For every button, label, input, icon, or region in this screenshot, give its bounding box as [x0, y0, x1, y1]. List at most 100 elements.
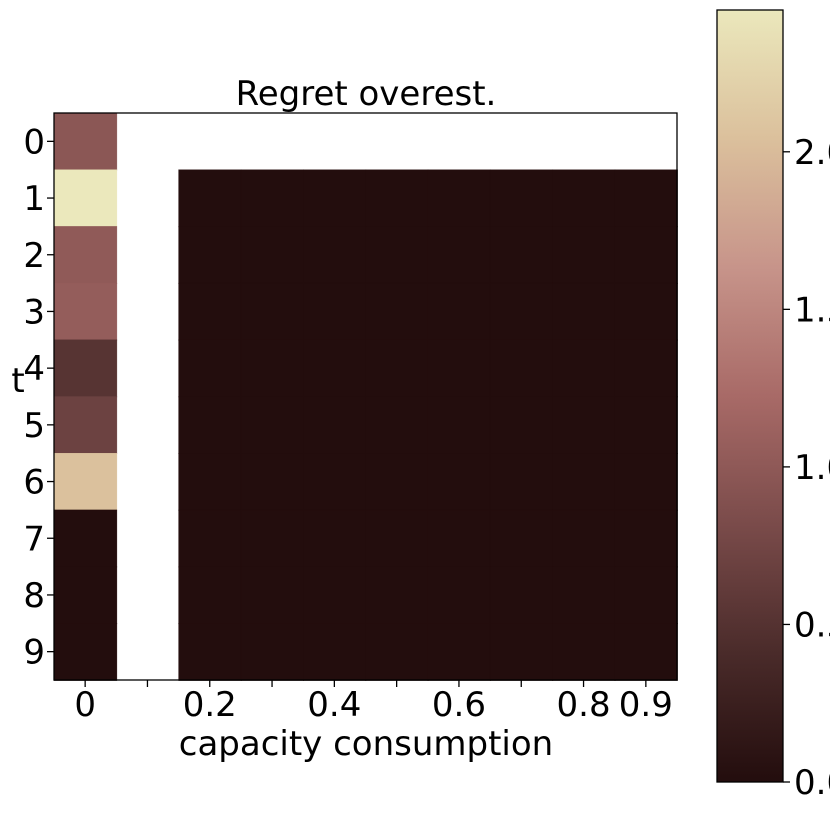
heatmap-cell [178, 282, 242, 341]
heatmap-cell [303, 226, 367, 284]
x-tick-label: 0 [74, 685, 96, 725]
heatmap-cell [365, 509, 429, 568]
x-tick-label: 0.8 [557, 685, 611, 725]
heatmap-cell [53, 282, 118, 341]
y-tick-label: 5 [23, 406, 45, 446]
colorbar-tick-label: 1.5 [794, 290, 830, 330]
y-tick-label: 3 [23, 292, 45, 332]
heatmap-cell [489, 339, 554, 398]
heatmap-cell [240, 282, 304, 341]
heatmap-cell [303, 453, 367, 511]
heatmap-cell [614, 169, 678, 228]
heatmap-cell [53, 509, 118, 568]
chart-title: Regret overest. [236, 74, 497, 114]
y-tick-label: 0 [23, 122, 45, 162]
heatmap-cell [240, 453, 304, 511]
colorbar-tick-label: 0.0 [794, 763, 830, 803]
x-tick-label: 0.4 [307, 685, 361, 725]
heatmap-cell [614, 282, 678, 341]
heatmap-cell [303, 396, 367, 454]
heatmap-cell [427, 509, 491, 568]
y-axis-label: t [11, 361, 24, 401]
heatmap-cell [240, 623, 304, 681]
y-tick-label: 4 [23, 349, 45, 389]
heatmap-cell [303, 169, 367, 228]
heatmap-cell [365, 169, 429, 228]
y-tick-label: 2 [23, 236, 45, 276]
heatmap-cells [53, 112, 678, 681]
heatmap-cell [489, 509, 554, 568]
heatmap-cell [178, 453, 242, 511]
x-tick-label: 0.6 [432, 685, 486, 725]
heatmap-cell [552, 623, 616, 681]
heatmap-cell [489, 169, 554, 228]
heatmap-cell [552, 339, 616, 398]
y-tick-label: 9 [23, 633, 45, 673]
heatmap-cell [552, 169, 616, 228]
heatmap-cell [178, 396, 242, 454]
heatmap-cell [178, 226, 242, 284]
heatmap-cell [365, 282, 429, 341]
heatmap-cell [614, 509, 678, 568]
x-axis: 0 0.2 0.4 0.6 0.8 0.9 [74, 680, 673, 725]
heatmap-cell [303, 282, 367, 341]
heatmap-cell [365, 453, 429, 511]
heatmap-cell [365, 396, 429, 454]
heatmap-cell [365, 226, 429, 284]
heatmap-cell [240, 566, 304, 625]
heatmap-cell [53, 169, 118, 228]
colorbar-tick-label: 1.0 [794, 448, 830, 488]
heatmap-cell [614, 396, 678, 454]
heatmap-cell [53, 339, 118, 398]
y-tick-label: 6 [23, 463, 45, 503]
heatmap-cell [365, 623, 429, 681]
y-tick-label: 8 [23, 576, 45, 616]
heatmap-cell [489, 623, 554, 681]
heatmap-cell [53, 112, 118, 171]
plot-frame [53, 112, 678, 681]
heatmap-cell [552, 282, 616, 341]
heatmap-cell [53, 453, 118, 511]
x-tick-label: 0.9 [619, 685, 673, 725]
heatmap-cell [427, 396, 491, 454]
heatmap-cell [552, 453, 616, 511]
heatmap-cell [303, 509, 367, 568]
heatmap-cell [614, 339, 678, 398]
heatmap-cell [489, 396, 554, 454]
heatmap-cell [240, 339, 304, 398]
heatmap-cell [614, 226, 678, 284]
heatmap-cell [365, 566, 429, 625]
heatmap-cell [427, 169, 491, 228]
heatmap-cell [178, 623, 242, 681]
y-tick-label: 1 [23, 179, 45, 219]
heatmap-cell [614, 623, 678, 681]
heatmap-cell [240, 169, 304, 228]
heatmap-cell [489, 566, 554, 625]
heatmap-cell [489, 453, 554, 511]
x-axis-label: capacity consumption [179, 724, 553, 764]
x-tick-label: 0.2 [183, 685, 237, 725]
heatmap-cell [178, 509, 242, 568]
colorbar-tick-label: 2.0 [794, 133, 830, 173]
heatmap-cell [240, 226, 304, 284]
heatmap-cell [552, 509, 616, 568]
heatmap-cell [53, 566, 118, 625]
heatmap-cell [427, 282, 491, 341]
y-axis: 0 1 2 3 4 5 6 7 8 9 [23, 122, 54, 673]
heatmap-cell [552, 396, 616, 454]
heatmap-cell [614, 566, 678, 625]
y-tick-label: 7 [23, 519, 45, 559]
heatmap-cell [552, 566, 616, 625]
colorbar-axis: 0.0 0.5 1.0 1.5 2.0 [783, 133, 830, 803]
heatmap-cell [53, 226, 118, 284]
heatmap-cell [427, 453, 491, 511]
heatmap-cell [178, 169, 242, 228]
heatmap-cell [427, 566, 491, 625]
heatmap-cell [489, 226, 554, 284]
heatmap-cell [614, 453, 678, 511]
heatmap-cell [178, 339, 242, 398]
heatmap-cell [427, 623, 491, 681]
heatmap-cell [427, 339, 491, 398]
heatmap-cell [240, 509, 304, 568]
